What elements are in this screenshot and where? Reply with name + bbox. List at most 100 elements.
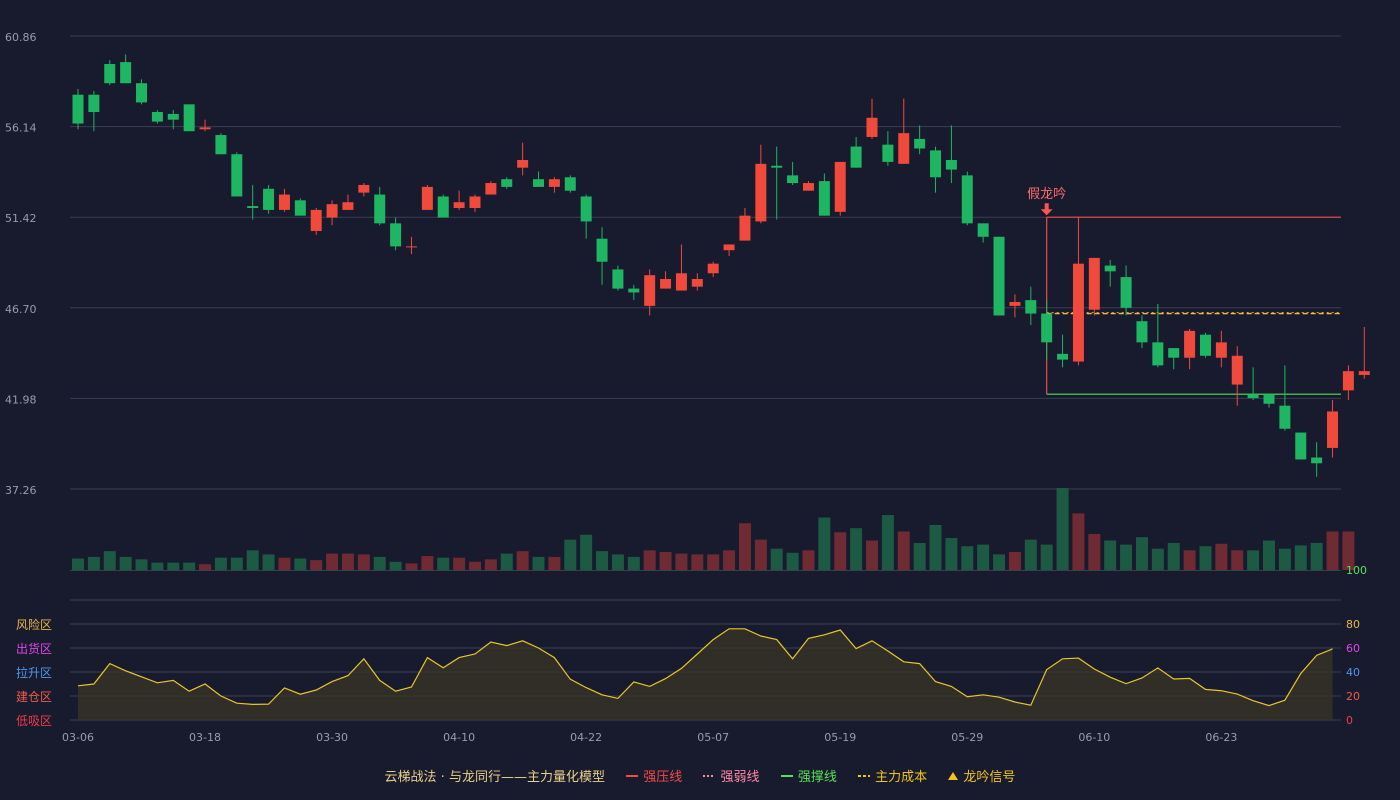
x-tick-label: 03-18	[189, 731, 221, 744]
legend-swatch-solid-red	[626, 775, 639, 777]
candle-body	[1120, 277, 1132, 308]
volume-bar	[1104, 540, 1117, 570]
volume-bar	[1072, 513, 1085, 570]
candle-body	[374, 194, 386, 224]
candle-body	[1025, 300, 1037, 314]
x-tick-label: 06-23	[1205, 731, 1237, 744]
volume-bar	[548, 556, 561, 570]
candle-body	[485, 183, 497, 195]
volume-bar	[357, 554, 370, 570]
volume-bar	[278, 557, 291, 570]
candle-body	[628, 288, 640, 293]
volume-bar	[437, 557, 450, 570]
candle-body	[1104, 265, 1116, 272]
y-tick-label: 46.70	[5, 303, 37, 316]
zone-label: 出货区	[16, 641, 52, 656]
volume-bar	[1342, 531, 1355, 570]
volume-bar	[834, 532, 847, 570]
volume-bar	[389, 561, 402, 570]
candle-body	[1009, 302, 1021, 306]
volume-bars	[72, 488, 1355, 570]
candle-body	[342, 202, 354, 210]
candle-body	[1342, 371, 1354, 391]
candle-body	[501, 179, 513, 187]
legend-title: 云梯战法 · 与龙同行——主力量化模型	[384, 770, 605, 785]
volume-bar	[326, 553, 339, 570]
signal-marker: 假龙吟	[1027, 186, 1066, 216]
x-tick-label: 04-22	[570, 731, 602, 744]
candle-body	[1088, 257, 1100, 310]
volume-bar	[627, 556, 640, 570]
candle-body	[707, 263, 719, 274]
volume-bar	[1088, 533, 1101, 570]
candle-body	[199, 127, 211, 130]
candle-body	[421, 186, 433, 210]
legend-swatch-dashed-yellow	[857, 775, 870, 777]
right-tick-label: 20	[1346, 690, 1360, 703]
candle-body	[739, 215, 751, 241]
candle-body	[310, 209, 322, 232]
volume-bar	[294, 558, 307, 570]
legend-swatch-dotted-pink	[703, 775, 716, 777]
legend-label: 龙吟信号	[963, 770, 1016, 785]
zone-label: 建仓区	[16, 690, 52, 704]
indicator-area	[78, 628, 1333, 720]
y-axis-ticks: 60.86 56.14 51.42 46.70 41.98 37.26	[5, 31, 37, 497]
candle-body	[644, 275, 656, 306]
legend-label: 强撑线	[797, 770, 837, 785]
candle-body	[88, 94, 100, 113]
candle-body	[596, 238, 608, 262]
volume-bar	[596, 551, 609, 570]
candle-body	[167, 113, 179, 120]
legend-label: 强压线	[643, 770, 683, 785]
volume-bar	[469, 561, 481, 570]
volume-bar	[532, 556, 545, 570]
volume-bar	[230, 557, 243, 570]
candle-body	[898, 133, 910, 164]
legend-label: 主力成本	[875, 770, 928, 785]
volume-bar	[1294, 545, 1307, 570]
x-tick-label: 03-06	[62, 731, 94, 744]
y-tick-label: 51.42	[5, 212, 37, 225]
volume-bar	[484, 559, 497, 570]
candle-body	[437, 196, 449, 218]
volume-bar	[1008, 551, 1021, 570]
candle-body	[1231, 355, 1243, 385]
candle-body	[294, 200, 306, 216]
volume-bar	[1024, 539, 1037, 570]
volume-bar	[1183, 550, 1196, 570]
candle-body	[1152, 342, 1164, 366]
right-tick-label: 40	[1346, 666, 1360, 679]
candle-body	[930, 150, 942, 178]
volume-bar	[611, 554, 624, 570]
candle-body	[136, 83, 148, 103]
candle-body	[151, 112, 163, 122]
volume-bar	[72, 558, 84, 570]
candle-body	[691, 279, 703, 287]
volume-bar	[310, 560, 323, 570]
volume-bar	[1135, 537, 1148, 570]
volume-bar	[659, 551, 672, 570]
volume-bar	[1056, 488, 1069, 570]
volume-bar	[373, 556, 386, 570]
candle-body	[612, 269, 624, 289]
candle-body	[1327, 411, 1339, 448]
legend-item-strong-support: 强撑线	[780, 766, 837, 785]
candle-body	[1184, 330, 1196, 358]
volume-bar	[199, 564, 212, 570]
candle-body	[533, 179, 545, 187]
volume-bar	[738, 523, 751, 570]
candle-body	[675, 273, 687, 291]
y-tick-label: 37.26	[5, 484, 37, 497]
candle-body	[1263, 394, 1275, 404]
candle-body	[818, 181, 830, 216]
volume-bar	[151, 562, 164, 570]
candle-body	[263, 188, 275, 210]
volume-bar	[1199, 546, 1212, 570]
volume-bar	[135, 559, 148, 570]
volume-bar	[1263, 540, 1275, 570]
volume-bar	[1120, 544, 1133, 570]
triangle-icon	[948, 772, 959, 780]
candle-body	[945, 159, 957, 170]
